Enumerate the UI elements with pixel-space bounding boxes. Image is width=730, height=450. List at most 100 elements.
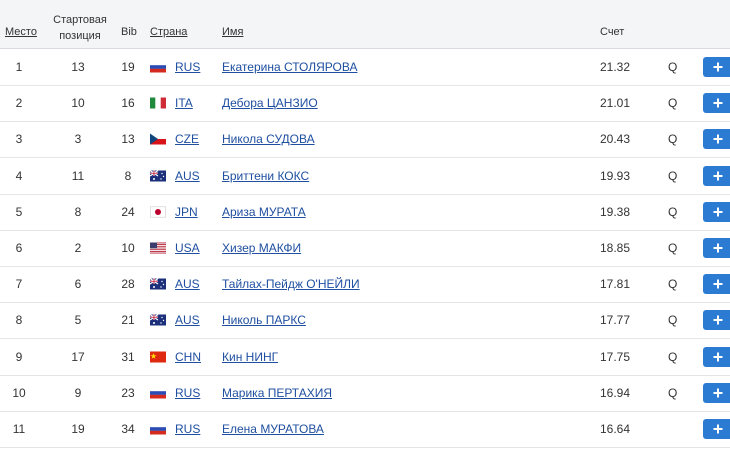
athlete-link[interactable]: Бриттени КОКС	[222, 168, 310, 183]
qualification: Q	[668, 385, 678, 400]
result-row: 10 9 23 RUS Марика ПЕРТАХИЯ 16.94 Q	[0, 375, 730, 412]
flag	[150, 387, 166, 398]
athlete-link[interactable]: Елена МУРАТОВА	[222, 422, 324, 436]
country-link[interactable]: JPN	[175, 204, 198, 219]
add-button[interactable]	[703, 382, 730, 403]
athlete-link[interactable]: Кин НИНГ	[222, 349, 279, 364]
country-link[interactable]: USA	[175, 241, 200, 255]
score: 19.38	[599, 204, 630, 219]
table-header: Место Стартовая позиция Bib Страна Имя С…	[0, 0, 730, 49]
place: 11	[12, 422, 26, 436]
plus-icon[interactable]	[713, 62, 723, 72]
bib: 31	[121, 349, 135, 364]
header-bib: Bib	[121, 26, 137, 38]
score: 17.75	[599, 349, 630, 364]
country-link[interactable]: CHN	[175, 349, 201, 364]
start-position: 5	[74, 313, 82, 328]
place: 5	[15, 204, 23, 219]
flag	[150, 243, 166, 254]
start-position: 2	[74, 241, 82, 255]
result-row: 5 8 24 JPN Ариза МУРАТА 19.38 Q	[0, 194, 730, 231]
bib: 24	[121, 204, 135, 219]
place: 4	[15, 168, 23, 183]
header-start: Стартовая позиция	[53, 14, 107, 42]
score: 17.81	[599, 277, 630, 292]
place: 8	[15, 313, 23, 328]
athlete-link[interactable]: Ариза МУРАТА	[222, 204, 306, 219]
header-name[interactable]: Имя	[222, 26, 244, 38]
header-score: Счет	[600, 26, 625, 38]
plus-icon[interactable]	[713, 243, 723, 253]
add-button[interactable]	[703, 93, 730, 114]
country-link[interactable]: RUS	[175, 422, 201, 436]
score: 19.93	[599, 168, 630, 183]
start-position: 10	[71, 96, 85, 111]
add-button[interactable]	[703, 129, 730, 150]
add-button[interactable]	[703, 419, 730, 439]
country-link[interactable]: RUS	[175, 385, 201, 400]
bib: 28	[121, 277, 135, 292]
qualification: Q	[668, 204, 678, 219]
result-row: 9 17 31 CHN Кин НИНГ 17.75 Q	[0, 339, 730, 376]
add-button[interactable]	[703, 274, 730, 295]
plus-icon[interactable]	[713, 171, 723, 181]
athlete-link[interactable]: Николь ПАРКС	[222, 313, 306, 328]
add-button[interactable]	[703, 201, 730, 222]
plus-icon[interactable]	[713, 352, 723, 362]
place: 2	[15, 96, 23, 111]
flag	[150, 279, 166, 290]
score: 21.32	[599, 60, 630, 74]
country-link[interactable]: RUS	[175, 60, 201, 74]
bib: 10	[121, 241, 135, 255]
athlete-link[interactable]: Екатерина СТОЛЯРОВА	[222, 60, 358, 74]
country-link[interactable]: AUS	[175, 168, 200, 183]
add-button[interactable]	[703, 346, 730, 367]
bib: 19	[121, 60, 135, 74]
add-button[interactable]	[703, 310, 730, 331]
header-country[interactable]: Страна	[150, 26, 188, 38]
qualification: Q	[668, 313, 678, 328]
plus-icon[interactable]	[713, 424, 723, 434]
plus-icon[interactable]	[713, 134, 723, 144]
country-link[interactable]: ITA	[175, 96, 193, 111]
athlete-link[interactable]: Хизер МАКФИ	[222, 241, 302, 255]
bib: 21	[121, 313, 135, 328]
start-position: 17	[71, 349, 85, 364]
score: 21.01	[599, 96, 630, 111]
plus-icon[interactable]	[713, 315, 723, 325]
flag	[150, 170, 166, 181]
athlete-link[interactable]: Дебора ЦАНЗИО	[222, 96, 318, 111]
plus-icon[interactable]	[713, 207, 723, 217]
start-position: 11	[71, 168, 85, 183]
athlete-link[interactable]: Марика ПЕРТАХИЯ	[222, 385, 333, 400]
bib: 8	[124, 168, 132, 183]
qualification: Q	[668, 132, 678, 147]
flag	[150, 351, 166, 362]
country-link[interactable]: AUS	[175, 277, 200, 292]
place: 9	[15, 349, 23, 364]
start-position: 9	[74, 385, 82, 400]
result-row: 4 11 8 AUS Бриттени КОКС 19.93 Q	[0, 158, 730, 195]
flag	[150, 62, 166, 73]
bib: 16	[121, 96, 135, 111]
flag	[150, 424, 166, 435]
add-button[interactable]	[703, 238, 730, 258]
flag	[150, 315, 166, 326]
result-row: 2 10 16 ITA Дебора ЦАНЗИО 21.01 Q	[0, 85, 730, 123]
athlete-link[interactable]: Тайлах-Пейдж О'НЕЙЛИ	[222, 277, 360, 292]
score: 18.85	[599, 241, 630, 255]
start-position: 13	[71, 60, 85, 74]
header-place[interactable]: Место	[5, 26, 37, 38]
country-link[interactable]: CZE	[175, 132, 199, 147]
plus-icon[interactable]	[713, 279, 723, 289]
add-button[interactable]	[703, 165, 730, 186]
add-button[interactable]	[703, 57, 730, 77]
result-row: 3 3 13 CZE Никола СУДОВА 20.43 Q	[0, 121, 730, 159]
plus-icon[interactable]	[713, 388, 723, 398]
athlete-link[interactable]: Никола СУДОВА	[222, 132, 315, 147]
plus-icon[interactable]	[713, 98, 723, 108]
country-link[interactable]: AUS	[175, 313, 200, 328]
bib: 34	[121, 422, 135, 436]
qualification: Q	[668, 168, 678, 183]
